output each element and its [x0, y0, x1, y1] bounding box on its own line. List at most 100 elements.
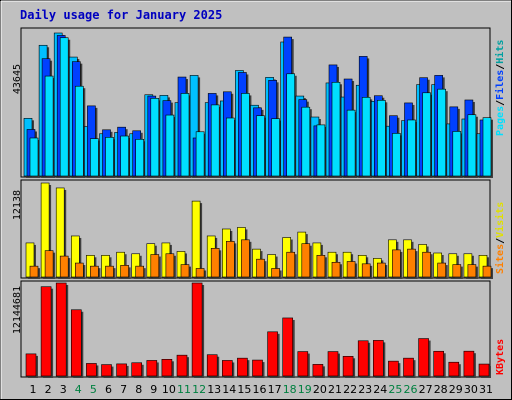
sites-bar-8 — [135, 265, 144, 278]
sites-bar-4 — [75, 262, 84, 278]
sites-bar-21 — [331, 261, 341, 278]
max-label-visits: 12138 — [12, 190, 23, 220]
kbytes-bar-31 — [478, 363, 490, 377]
sites-bar-31 — [482, 265, 492, 278]
sites-bar-20 — [316, 255, 326, 278]
pages-bar-20 — [316, 124, 326, 177]
chart-title: Daily usage for January 2025 — [20, 8, 222, 22]
kbytes-bar-3 — [55, 282, 67, 377]
day-label-14: 14 — [222, 383, 236, 396]
legend-sep-3: / — [495, 238, 506, 244]
kbytes-bar-25 — [388, 360, 399, 377]
sites-bar-2 — [44, 250, 54, 278]
day-label-29: 29 — [449, 383, 463, 396]
legend-files: Files — [494, 70, 506, 100]
pages-bar-22 — [346, 109, 356, 177]
kbytes-bar-22 — [342, 356, 354, 377]
legend-visits: Visits — [494, 202, 506, 238]
pages-bar-19 — [301, 106, 311, 177]
day-label-26: 26 — [404, 383, 418, 396]
max-label-kbytes: 12144681 — [12, 286, 23, 334]
pages-bar-1 — [29, 137, 39, 177]
pages-bar-29 — [452, 131, 462, 177]
day-label-12: 12 — [192, 383, 206, 396]
pages-bar-3 — [59, 37, 69, 177]
sites-bar-16 — [256, 258, 265, 278]
day-label-6: 6 — [105, 383, 112, 396]
day-label-10: 10 — [162, 383, 176, 396]
kbytes-bar-27 — [418, 338, 429, 377]
kbytes-bar-4 — [71, 309, 82, 377]
day-label-23: 23 — [358, 383, 372, 396]
day-label-24: 24 — [373, 383, 387, 396]
sites-bar-28 — [437, 262, 447, 278]
day-label-13: 13 — [207, 383, 221, 396]
sites-bar-17 — [271, 268, 280, 278]
kbytes-bar-5 — [86, 363, 97, 377]
kbytes-bar-6 — [101, 364, 112, 377]
pages-bar-9 — [150, 98, 160, 177]
day-label-17: 17 — [268, 383, 282, 396]
pages-bar-14 — [226, 117, 235, 177]
day-label-3: 3 — [60, 383, 67, 396]
visits-bar-12 — [191, 200, 201, 278]
sites-bar-22 — [346, 261, 356, 278]
day-label-20: 20 — [313, 383, 327, 396]
day-label-9: 9 — [150, 383, 157, 396]
day-labels: 1 2 3 4 5 6 7 8 9 10 11 12 13 14 15 16 17 18 19 20 21 22 23 24 2… — [30, 383, 494, 396]
kbytes-bar-17 — [267, 331, 278, 377]
kbytes-bar-30 — [463, 350, 475, 377]
legend-hits: Hits — [494, 40, 506, 64]
pages-bar-26 — [407, 119, 416, 177]
sites-bar-6 — [105, 265, 114, 278]
day-label-11: 11 — [177, 383, 191, 396]
day-label-25: 25 — [388, 383, 402, 396]
pages-bar-24 — [376, 100, 386, 177]
kbytes-bar-8 — [131, 362, 142, 377]
day-label-7: 7 — [120, 383, 127, 396]
legend-kbytes-wrap: KBytes — [495, 339, 506, 375]
pages-bar-5 — [90, 138, 99, 177]
day-label-2: 2 — [45, 383, 52, 396]
pages-bar-17 — [271, 118, 280, 177]
kbytes-bar-15 — [237, 357, 248, 377]
pages-bar-28 — [437, 88, 447, 177]
day-label-8: 8 — [135, 383, 142, 396]
sites-bar-12 — [195, 268, 205, 278]
sites-bar-1 — [29, 265, 39, 278]
pages-bar-15 — [241, 93, 250, 177]
sites-bar-18 — [286, 251, 296, 278]
sites-bar-29 — [452, 264, 462, 278]
day-label-30: 30 — [464, 383, 478, 396]
kbytes-bar-12 — [191, 282, 203, 377]
kbytes-bar-10 — [161, 359, 173, 377]
kbytes-bar-2 — [40, 286, 52, 377]
pages-bar-4 — [75, 85, 84, 177]
sites-bar-19 — [301, 243, 311, 278]
pages-bar-31 — [482, 117, 492, 177]
pages-bar-8 — [135, 139, 144, 177]
sites-bar-30 — [467, 264, 477, 278]
day-label-28: 28 — [434, 383, 448, 396]
sites-bar-24 — [376, 262, 386, 278]
legend-kbytes: KBytes — [495, 339, 506, 375]
sites-bar-13 — [210, 248, 220, 278]
pages-bar-16 — [256, 115, 265, 177]
pages-bar-10 — [165, 114, 175, 177]
kbytes-bar-7 — [116, 363, 127, 377]
pages-bar-6 — [105, 137, 114, 177]
kbytes-bar-23 — [357, 340, 369, 377]
pages-bar-18 — [286, 73, 296, 177]
legend-sites-visits: Sites/Visits — [494, 202, 506, 274]
kbytes-bar-18 — [282, 317, 294, 377]
pages-bar-12 — [195, 131, 205, 177]
sites-bar-11 — [180, 264, 190, 278]
day-label-21: 21 — [328, 383, 342, 396]
day-label-1: 1 — [30, 383, 37, 396]
day-label-22: 22 — [343, 383, 357, 396]
day-label-15: 15 — [237, 383, 251, 396]
kbytes-bar-28 — [433, 350, 445, 377]
kbytes-bar-13 — [206, 354, 218, 377]
kbytes-bar-1 — [25, 353, 37, 377]
